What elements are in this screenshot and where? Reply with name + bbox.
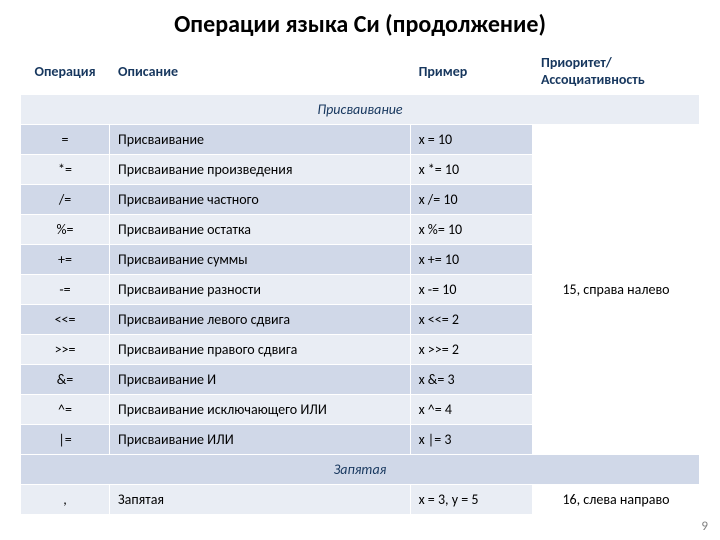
section-header: Присваивание bbox=[21, 95, 700, 125]
op-cell: /= bbox=[21, 185, 110, 215]
example-cell: x %= 10 bbox=[410, 215, 532, 245]
op-cell: >>= bbox=[21, 335, 110, 365]
desc-cell: Присваивание bbox=[110, 125, 411, 155]
section-header: Запятая bbox=[21, 455, 700, 485]
desc-cell: Присваивание И bbox=[110, 365, 411, 395]
desc-cell: Присваивание частного bbox=[110, 185, 411, 215]
table-body: Присваивание = Присваивание x = 10 15, с… bbox=[21, 95, 700, 515]
example-cell: x &= 3 bbox=[410, 365, 532, 395]
header-priority: Приоритет/ Ассоциативность bbox=[533, 48, 700, 95]
desc-cell: Присваивание правого сдвига bbox=[110, 335, 411, 365]
priority-cell: 16, слева направо bbox=[533, 485, 700, 515]
table-row: , Запятая x = 3, y = 5 16, слева направо bbox=[21, 485, 700, 515]
desc-cell: Присваивание разности bbox=[110, 275, 411, 305]
example-cell: x -= 10 bbox=[410, 275, 532, 305]
op-cell: ^= bbox=[21, 395, 110, 425]
desc-cell: Присваивание остатка bbox=[110, 215, 411, 245]
op-cell: -= bbox=[21, 275, 110, 305]
op-cell: , bbox=[21, 485, 110, 515]
table-row: = Присваивание x = 10 15, справа налево bbox=[21, 125, 700, 155]
desc-cell: Присваивание левого сдвига bbox=[110, 305, 411, 335]
op-cell: &= bbox=[21, 365, 110, 395]
example-cell: x /= 10 bbox=[410, 185, 532, 215]
slide-container: Операции языка Си (продолжение) Операция… bbox=[0, 0, 720, 540]
op-cell: <<= bbox=[21, 305, 110, 335]
example-cell: x <<= 2 bbox=[410, 305, 532, 335]
example-cell: x += 10 bbox=[410, 245, 532, 275]
priority-cell: 15, справа налево bbox=[533, 125, 700, 455]
op-cell: += bbox=[21, 245, 110, 275]
op-cell: %= bbox=[21, 215, 110, 245]
slide-title: Операции языка Си (продолжение) bbox=[20, 10, 700, 39]
header-description: Описание bbox=[110, 48, 411, 95]
desc-cell: Присваивание произведения bbox=[110, 155, 411, 185]
desc-cell: Присваивание исключающего ИЛИ bbox=[110, 395, 411, 425]
op-cell: |= bbox=[21, 425, 110, 455]
example-cell: x *= 10 bbox=[410, 155, 532, 185]
section-name: Запятая bbox=[21, 455, 700, 485]
op-cell: = bbox=[21, 125, 110, 155]
page-number: 9 bbox=[701, 519, 708, 534]
example-cell: x |= 3 bbox=[410, 425, 532, 455]
op-cell: *= bbox=[21, 155, 110, 185]
desc-cell: Запятая bbox=[110, 485, 411, 515]
header-example: Пример bbox=[410, 48, 532, 95]
example-cell: x = 10 bbox=[410, 125, 532, 155]
operators-table: Операция Описание Пример Приоритет/ Ассо… bbox=[20, 47, 700, 515]
desc-cell: Присваивание ИЛИ bbox=[110, 425, 411, 455]
header-operation: Операция bbox=[21, 48, 110, 95]
example-cell: x ^= 4 bbox=[410, 395, 532, 425]
example-cell: x = 3, y = 5 bbox=[410, 485, 532, 515]
section-name: Присваивание bbox=[21, 95, 700, 125]
header-row: Операция Описание Пример Приоритет/ Ассо… bbox=[21, 48, 700, 95]
example-cell: x >>= 2 bbox=[410, 335, 532, 365]
desc-cell: Присваивание суммы bbox=[110, 245, 411, 275]
